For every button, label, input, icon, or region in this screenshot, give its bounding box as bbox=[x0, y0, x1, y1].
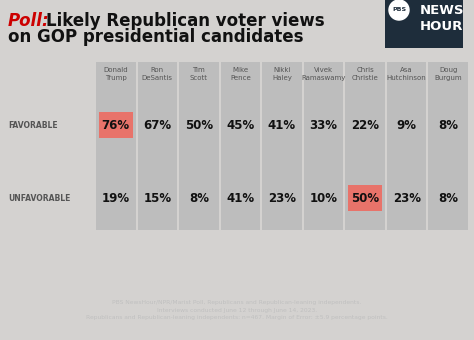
Text: 50%: 50% bbox=[351, 192, 379, 205]
FancyBboxPatch shape bbox=[137, 62, 177, 231]
Text: 41%: 41% bbox=[227, 192, 255, 205]
Text: Poll:: Poll: bbox=[8, 12, 50, 30]
Text: 23%: 23% bbox=[268, 192, 296, 205]
Text: Tim
Scott: Tim Scott bbox=[190, 67, 208, 81]
Text: Nikki
Haley: Nikki Haley bbox=[272, 67, 292, 81]
Text: 9%: 9% bbox=[397, 119, 417, 132]
Text: 8%: 8% bbox=[438, 192, 458, 205]
Text: Ron
DeSantis: Ron DeSantis bbox=[142, 67, 173, 81]
Text: 8%: 8% bbox=[438, 119, 458, 132]
Text: 19%: 19% bbox=[102, 192, 130, 205]
Text: PBS NewsHour/NPR/Marist Poll, Republicans and Republican-leaning independents.
I: PBS NewsHour/NPR/Marist Poll, Republican… bbox=[86, 300, 388, 320]
Text: HOUR: HOUR bbox=[420, 20, 464, 33]
Text: 22%: 22% bbox=[351, 119, 379, 132]
Text: 45%: 45% bbox=[226, 119, 255, 132]
Text: PBS: PBS bbox=[392, 6, 406, 12]
FancyBboxPatch shape bbox=[262, 62, 302, 231]
Text: 23%: 23% bbox=[392, 192, 420, 205]
FancyBboxPatch shape bbox=[221, 62, 260, 231]
Text: FAVORABLE: FAVORABLE bbox=[8, 121, 58, 130]
Text: 10%: 10% bbox=[310, 192, 337, 205]
Text: 33%: 33% bbox=[310, 119, 337, 132]
FancyBboxPatch shape bbox=[304, 62, 343, 231]
FancyBboxPatch shape bbox=[387, 62, 427, 231]
FancyBboxPatch shape bbox=[346, 62, 385, 231]
FancyBboxPatch shape bbox=[96, 62, 136, 231]
Text: Likely Republican voter views: Likely Republican voter views bbox=[46, 12, 325, 30]
Text: 67%: 67% bbox=[143, 119, 172, 132]
Text: 8%: 8% bbox=[189, 192, 209, 205]
Text: Doug
Burgum: Doug Burgum bbox=[434, 67, 462, 81]
Text: 50%: 50% bbox=[185, 119, 213, 132]
FancyBboxPatch shape bbox=[348, 185, 382, 211]
Text: UNFAVORABLE: UNFAVORABLE bbox=[8, 194, 70, 203]
Text: 41%: 41% bbox=[268, 119, 296, 132]
FancyBboxPatch shape bbox=[179, 62, 219, 231]
Text: Vivek
Ramaswamy: Vivek Ramaswamy bbox=[301, 67, 346, 81]
FancyBboxPatch shape bbox=[99, 112, 133, 138]
Text: Chris
Christie: Chris Christie bbox=[352, 67, 378, 81]
Text: Mike
Pence: Mike Pence bbox=[230, 67, 251, 81]
Text: Donald
Trump: Donald Trump bbox=[103, 67, 128, 81]
FancyBboxPatch shape bbox=[428, 62, 468, 231]
Text: Asa
Hutchinson: Asa Hutchinson bbox=[387, 67, 427, 81]
Text: on GOP presidential candidates: on GOP presidential candidates bbox=[8, 28, 303, 46]
Text: NEWS: NEWS bbox=[420, 4, 465, 17]
Text: 15%: 15% bbox=[143, 192, 172, 205]
FancyBboxPatch shape bbox=[385, 0, 463, 48]
Text: 76%: 76% bbox=[102, 119, 130, 132]
Circle shape bbox=[389, 0, 409, 20]
